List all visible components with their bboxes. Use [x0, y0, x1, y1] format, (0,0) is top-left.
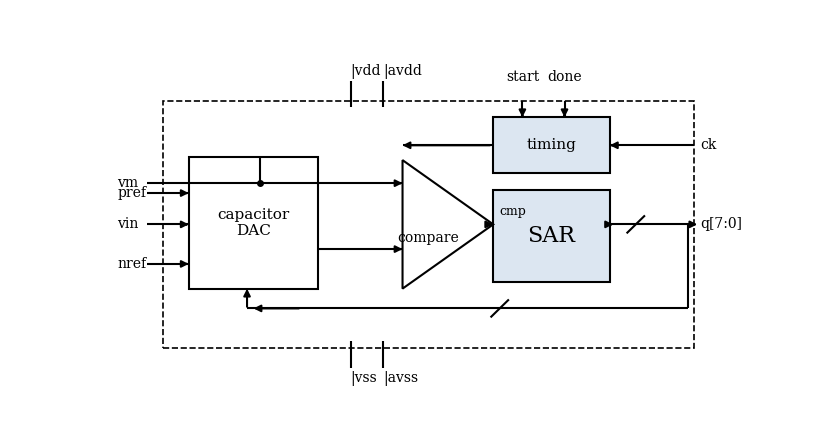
Text: pref: pref	[117, 186, 146, 200]
Text: done: done	[548, 70, 582, 84]
Text: |vdd: |vdd	[351, 64, 381, 79]
Text: |avss: |avss	[383, 371, 418, 386]
Bar	[163, 101, 694, 348]
Text: capacitor
DAC: capacitor DAC	[217, 208, 289, 238]
Bar	[493, 117, 609, 173]
Bar	[189, 157, 319, 288]
Text: timing: timing	[527, 138, 577, 152]
Polygon shape	[403, 160, 493, 288]
Text: q[7:0]: q[7:0]	[701, 217, 742, 232]
Text: ck: ck	[701, 138, 717, 152]
Text: |vss: |vss	[351, 371, 377, 386]
Text: start: start	[506, 70, 539, 84]
Text: |avdd: |avdd	[383, 64, 422, 79]
Text: compare: compare	[398, 231, 459, 244]
Text: SAR: SAR	[528, 225, 575, 247]
Text: vm: vm	[117, 176, 139, 190]
Bar	[493, 190, 609, 282]
Text: vin: vin	[117, 217, 139, 232]
Text: nref: nref	[117, 257, 146, 271]
Text: cmp: cmp	[500, 205, 527, 218]
